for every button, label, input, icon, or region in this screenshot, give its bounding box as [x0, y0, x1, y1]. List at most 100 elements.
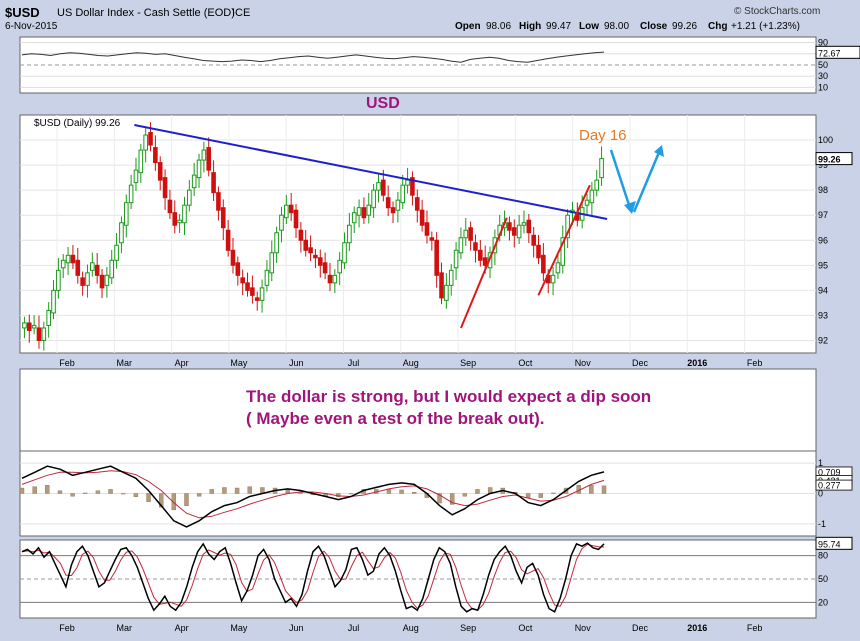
candle-body-35 [191, 174, 197, 189]
candle-body-104 [526, 219, 532, 234]
candle-body-59 [308, 247, 313, 254]
macd-hist-bar-41 [538, 493, 543, 498]
candle-body-95 [482, 257, 488, 266]
candle-body-24 [138, 149, 144, 174]
candle-body-0 [22, 322, 27, 329]
x-label-top-11: 2016 [687, 358, 707, 368]
candle-body-86 [439, 272, 444, 299]
candle-body-93 [473, 242, 478, 251]
x-label-bottom-6: Aug [403, 623, 419, 633]
price-tick-label-5: 95 [818, 260, 828, 270]
candle-body-28 [157, 162, 163, 181]
candle-body-37 [201, 149, 207, 161]
candle-body-8 [60, 259, 66, 269]
candle-body-43 [230, 249, 236, 266]
x-label-bottom-9: Nov [575, 623, 592, 633]
ohlc-readout: Open 98.06 High 99.47 Low 98.00 Close 99… [455, 21, 800, 32]
open-value: 98.06 [486, 21, 511, 32]
macd-lines [21, 465, 605, 528]
x-label-top-1: Mar [117, 358, 133, 368]
candle-body-4 [41, 327, 47, 341]
x-label-bottom-2: Apr [175, 623, 189, 633]
candle-body-44 [235, 262, 241, 276]
x-label-top-8: Oct [518, 358, 533, 368]
macd-hist-bar-2 [45, 485, 50, 494]
candle-body-117 [589, 189, 595, 204]
candle-body-91 [463, 229, 469, 239]
macd-hist-bar-5 [83, 492, 88, 494]
x-label-bottom-1: Mar [117, 623, 133, 633]
candle-body-49 [259, 287, 265, 301]
candle-body-16 [99, 274, 105, 289]
stoch-signal-line [21, 543, 605, 611]
candle-body-63 [327, 274, 333, 284]
macd-hist-bar-6 [95, 490, 101, 494]
candle-body-106 [536, 244, 541, 259]
stochastic-ticks: 80 50 20 95.74 [815, 536, 853, 607]
candle-body-77 [395, 199, 401, 211]
panel-stochastic [19, 539, 817, 619]
macd-hist-bar-0 [19, 487, 25, 494]
exchange: ICE [232, 7, 250, 19]
macd-hist-bar-30 [399, 489, 404, 494]
macd-tick-label-1: 0 [818, 489, 823, 499]
candle-body-15 [94, 264, 100, 276]
candle-body-105 [531, 234, 536, 246]
candle-body-101 [511, 227, 517, 236]
candle-body-116 [584, 199, 590, 206]
candle-body-119 [599, 158, 604, 179]
macd-hist-bar-13 [184, 493, 189, 506]
x-label-top-7: Sep [460, 358, 476, 368]
macd-current-value-3: 0.277 [818, 481, 841, 491]
chg-label: Chg [708, 21, 727, 32]
candle-body-109 [550, 274, 556, 284]
price-tick-label-0: 100 [818, 135, 833, 145]
x-label-bottom-12: Feb [747, 623, 763, 633]
candle-body-52 [274, 232, 279, 254]
macd-hist-bar-11 [158, 493, 164, 508]
candle-body-20 [119, 222, 124, 244]
chg-value: +1.21 (+1.23%) [731, 21, 800, 32]
x-label-bottom-3: May [230, 623, 248, 633]
candle-body-12 [80, 277, 85, 286]
candle-body-32 [177, 219, 182, 224]
x-label-top-4: Jun [289, 358, 304, 368]
macd-hist-bar-31 [412, 491, 417, 494]
candle-body-89 [453, 249, 459, 269]
panel-comment [19, 368, 817, 452]
candle-body-23 [133, 169, 139, 184]
x-label-top-0: Feb [59, 358, 75, 368]
candle-body-27 [153, 147, 158, 164]
top-tick-label-2: 50 [818, 60, 828, 70]
close-label: Close [640, 21, 668, 32]
trend-lines [134, 124, 608, 329]
stoch-tick-label-1: 50 [818, 574, 828, 584]
usd-title: USD [366, 95, 400, 112]
candle-body-39 [211, 172, 216, 194]
candle-body-110 [555, 262, 561, 274]
candle-body-19 [114, 244, 119, 261]
price-legend: $USD (Daily) 99.26 [34, 118, 121, 129]
candle-body-2 [31, 324, 37, 329]
candle-body-34 [187, 189, 192, 206]
stoch-current-value: 95.74 [818, 539, 841, 549]
candle-body-100 [507, 222, 512, 231]
panel-price [19, 114, 817, 354]
candle-body-1 [26, 322, 32, 331]
candle-body-73 [376, 182, 381, 191]
candle-body-54 [284, 204, 289, 219]
candle-body-56 [293, 209, 299, 229]
top-indicator-ticks: 907050301072.67 [815, 38, 860, 92]
candle-body-74 [381, 179, 386, 196]
candle-body-14 [90, 262, 95, 271]
candle-body-51 [269, 252, 275, 274]
high-label: High [519, 21, 541, 32]
candle-body-53 [279, 214, 284, 231]
candle-body-3 [36, 327, 42, 341]
candle-body-25 [143, 134, 148, 151]
candle-body-90 [458, 237, 464, 254]
candle-body-87 [444, 284, 449, 301]
x-label-bottom-8: Oct [518, 623, 533, 633]
low-label: Low [579, 21, 599, 32]
